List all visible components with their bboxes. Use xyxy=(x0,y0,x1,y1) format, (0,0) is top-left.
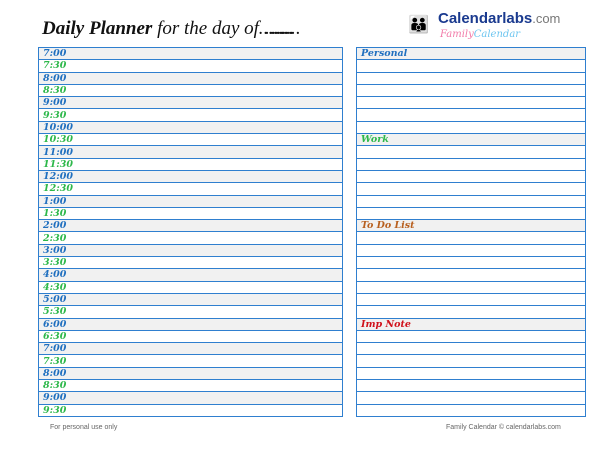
note-line[interactable] xyxy=(356,96,586,110)
page-title: Daily Planner for the day of……………….. xyxy=(42,18,286,40)
note-line[interactable] xyxy=(356,71,586,85)
note-line[interactable] xyxy=(356,366,586,381)
note-line[interactable] xyxy=(356,292,586,307)
note-line[interactable] xyxy=(356,108,586,122)
section-header: Personal xyxy=(356,46,586,61)
time-slot[interactable]: 5:00 xyxy=(38,292,343,307)
time-slot[interactable]: 10:30 xyxy=(38,133,343,147)
note-line[interactable] xyxy=(356,391,586,405)
section-header: To Do List xyxy=(356,219,586,233)
note-line[interactable] xyxy=(356,231,586,245)
note-line[interactable] xyxy=(356,157,586,171)
time-slot[interactable]: 7:00 xyxy=(38,46,343,61)
time-slot[interactable]: 8:00 xyxy=(38,366,343,381)
time-slot[interactable]: 7:30 xyxy=(38,354,343,368)
note-line[interactable] xyxy=(356,354,586,368)
time-slot[interactable]: 7:30 xyxy=(38,59,343,73)
schedule-table: 7:00 7:30 8:00 8:30 9:00 9:30 10:00 10:30 11:00 1… xyxy=(38,46,343,417)
note-line[interactable] xyxy=(356,280,586,294)
logo-brand-suffix: .com xyxy=(532,11,561,26)
time-slot[interactable]: 8:00 xyxy=(38,71,343,85)
time-slot[interactable]: 9:00 xyxy=(38,96,343,110)
note-line[interactable] xyxy=(356,379,586,393)
time-slot[interactable]: 12:00 xyxy=(38,169,343,184)
time-slot[interactable]: 8:30 xyxy=(38,379,343,393)
time-slot[interactable]: 11:00 xyxy=(38,145,343,159)
time-slot[interactable]: 5:30 xyxy=(38,305,343,319)
note-line[interactable] xyxy=(356,329,586,344)
time-slot[interactable]: 9:30 xyxy=(38,403,343,417)
note-line[interactable] xyxy=(356,169,586,184)
note-line[interactable] xyxy=(356,182,586,196)
time-slot[interactable]: 7:00 xyxy=(38,342,343,356)
time-slot[interactable]: 11:30 xyxy=(38,157,343,171)
note-line[interactable] xyxy=(356,59,586,73)
note-line[interactable] xyxy=(356,206,586,221)
notes-table: Personal Work To Do List Imp Note xyxy=(356,46,586,417)
note-line[interactable] xyxy=(356,83,586,98)
footer-left: For personal use only xyxy=(50,424,118,431)
title-words: for the day of xyxy=(152,18,259,39)
time-slot[interactable]: 12:30 xyxy=(38,182,343,196)
note-line[interactable] xyxy=(356,120,586,135)
footer-right: Family Calendar © calendarlabs.com xyxy=(446,424,561,431)
time-slot[interactable]: 3:00 xyxy=(38,243,343,258)
note-line[interactable] xyxy=(356,342,586,356)
calendarlabs-logo: 👪 Calendarlabs.com FamilyCalendar xyxy=(408,10,560,44)
time-slot[interactable]: 6:30 xyxy=(38,329,343,344)
logo-brand: Calendarlabs.com xyxy=(438,10,560,27)
logo-brand-name: Calendarlabs xyxy=(438,10,533,27)
section-header: Imp Note xyxy=(356,317,586,331)
time-slot[interactable]: 2:30 xyxy=(38,231,343,245)
note-line[interactable] xyxy=(356,145,586,159)
time-slot[interactable]: 1:00 xyxy=(38,194,343,208)
note-line[interactable] xyxy=(356,256,586,270)
note-line[interactable] xyxy=(356,305,586,319)
note-line[interactable] xyxy=(356,268,586,282)
time-slot[interactable]: 1:30 xyxy=(38,206,343,221)
title-dots: ……………….. xyxy=(258,18,286,39)
time-slot[interactable]: 10:00 xyxy=(38,120,343,135)
title-rest: for the day of……………….. xyxy=(152,18,286,39)
time-slot[interactable]: 3:30 xyxy=(38,256,343,270)
note-line[interactable] xyxy=(356,403,586,417)
time-slot[interactable]: 2:00 xyxy=(38,219,343,233)
time-slot[interactable]: 4:00 xyxy=(38,268,343,282)
note-line[interactable] xyxy=(356,243,586,258)
logo-sub: FamilyCalendar xyxy=(440,29,520,41)
time-slot[interactable]: 6:00 xyxy=(38,317,343,331)
time-slot[interactable]: 8:30 xyxy=(38,83,343,98)
logo-sub-a: Family xyxy=(440,29,474,40)
title-bold: Daily Planner xyxy=(42,18,153,39)
time-slot[interactable]: 9:30 xyxy=(38,108,343,122)
logo-sub-b: Calendar xyxy=(473,29,521,40)
note-line[interactable] xyxy=(356,194,586,208)
section-header: Work xyxy=(356,133,586,147)
family-people-icon: 👪 xyxy=(408,15,430,35)
time-slot[interactable]: 4:30 xyxy=(38,280,343,294)
time-slot[interactable]: 9:00 xyxy=(38,391,343,405)
